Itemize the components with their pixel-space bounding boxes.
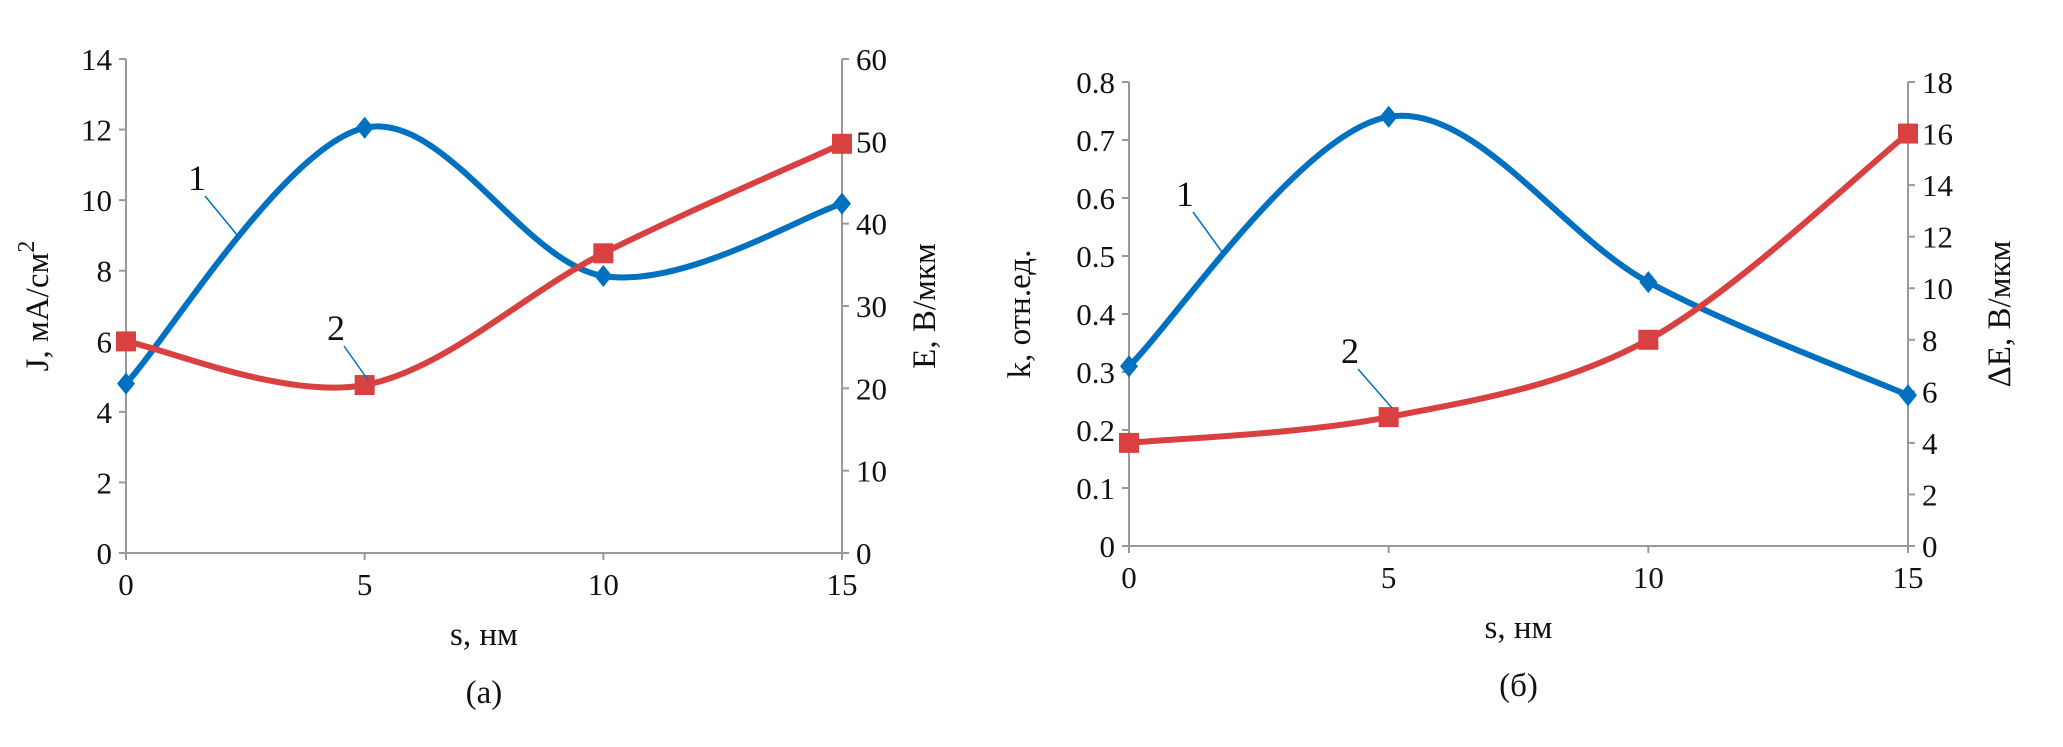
series-2-point xyxy=(354,375,375,396)
y2-tick-label: 20 xyxy=(856,371,887,406)
series-2-line xyxy=(123,140,845,391)
y-axis-title-main: J, мА/см xyxy=(20,253,56,372)
chart-caption: (б) xyxy=(1499,668,1538,704)
y2-tick-label: 50 xyxy=(856,124,887,159)
series-1-point xyxy=(117,372,135,395)
x-tick-label: 0 xyxy=(118,567,134,602)
y2-tick-label: 10 xyxy=(1922,271,1953,306)
x-tick-label: 5 xyxy=(1381,560,1397,595)
y-axis-title: J, мА/см2 xyxy=(14,241,56,372)
series-1-leader-line xyxy=(204,195,239,237)
series-2-point xyxy=(593,243,614,264)
x-tick-label: 10 xyxy=(588,567,619,602)
y2-tick-label: 0 xyxy=(856,536,872,571)
y-tick-label: 0.8 xyxy=(1076,65,1115,100)
x-tick-label: 0 xyxy=(1121,560,1137,595)
series-2-annotation: 2 xyxy=(327,308,345,348)
y2-axis-title: ΔE, В/мкм xyxy=(1982,240,2018,387)
y-tick-label: 6 xyxy=(97,324,113,359)
series-1-line xyxy=(1126,112,1911,399)
series-1-annotation: 1 xyxy=(188,158,206,198)
y2-tick-label: 14 xyxy=(1922,168,1954,203)
y2-axis-title: E, В/мкм xyxy=(907,243,943,369)
series-2-point xyxy=(116,331,136,352)
series-2-point xyxy=(1898,123,1918,144)
y2-tick-label: 2 xyxy=(1922,477,1938,512)
y-tick-label: 4 xyxy=(97,395,113,430)
y2-tick-label: 8 xyxy=(1922,323,1938,358)
x-axis-title: s, нм xyxy=(1485,610,1553,646)
y-tick-label: 14 xyxy=(81,42,113,77)
y2-tick-label: 60 xyxy=(856,42,887,77)
y-tick-label: 0.7 xyxy=(1076,123,1115,158)
y-tick-label: 10 xyxy=(81,183,112,218)
x-axis-title: s, нм xyxy=(450,617,518,653)
series-1-point xyxy=(1120,355,1138,378)
chart-caption: (а) xyxy=(466,675,503,711)
series-1-point xyxy=(594,265,613,288)
series-1-annotation: 1 xyxy=(1176,174,1194,214)
series-1-leader-line xyxy=(1192,211,1223,253)
series-1-point xyxy=(1639,271,1658,294)
y-tick-label: 2 xyxy=(97,465,113,500)
chart-b: 00.10.20.30.40.50.60.70.8024681012141618… xyxy=(1002,65,2018,704)
y-tick-label: 0 xyxy=(97,536,113,571)
y-tick-label: 0.3 xyxy=(1076,355,1115,390)
x-tick-label: 10 xyxy=(1633,560,1664,595)
y-tick-label: 0.2 xyxy=(1076,413,1115,448)
series-1-line xyxy=(123,123,845,387)
y-tick-label: 0.1 xyxy=(1076,471,1115,506)
x-tick-label: 15 xyxy=(827,567,858,602)
series-2-annotation: 2 xyxy=(1341,331,1359,371)
y2-tick-label: 30 xyxy=(856,289,887,324)
y-tick-label: 8 xyxy=(97,254,113,289)
y2-tick-label: 4 xyxy=(1922,426,1938,461)
series-2-point xyxy=(832,133,852,154)
series-1-point xyxy=(1899,384,1917,407)
y2-tick-label: 16 xyxy=(1922,117,1953,152)
y2-tick-label: 18 xyxy=(1922,65,1953,100)
y-tick-label: 12 xyxy=(81,113,112,148)
series-1-point xyxy=(1379,105,1398,128)
y2-tick-label: 40 xyxy=(856,207,887,242)
series-2-point xyxy=(1638,329,1659,350)
y2-tick-label: 10 xyxy=(856,454,887,489)
y-tick-label: 0.4 xyxy=(1076,297,1115,332)
series-2-leader-line xyxy=(343,345,369,381)
x-tick-label: 5 xyxy=(357,567,373,602)
x-tick-label: 15 xyxy=(1893,560,1924,595)
series-1-point xyxy=(355,116,374,139)
y-tick-label: 0.6 xyxy=(1076,181,1115,216)
series-2-leader-line xyxy=(1357,368,1393,409)
y2-tick-label: 6 xyxy=(1922,374,1938,409)
y-tick-label: 0.5 xyxy=(1076,239,1115,274)
y2-tick-label: 0 xyxy=(1922,529,1938,564)
y-axis-title: k, отн.ед. xyxy=(1002,250,1038,379)
y-axis-title-sup: 2 xyxy=(14,241,40,253)
series-1-point xyxy=(833,192,851,215)
series-2-point xyxy=(1119,432,1139,453)
series-2-point xyxy=(1378,407,1399,428)
series-2-line xyxy=(1126,130,1911,446)
y2-tick-label: 12 xyxy=(1922,220,1953,255)
y-tick-label: 0 xyxy=(1100,529,1116,564)
